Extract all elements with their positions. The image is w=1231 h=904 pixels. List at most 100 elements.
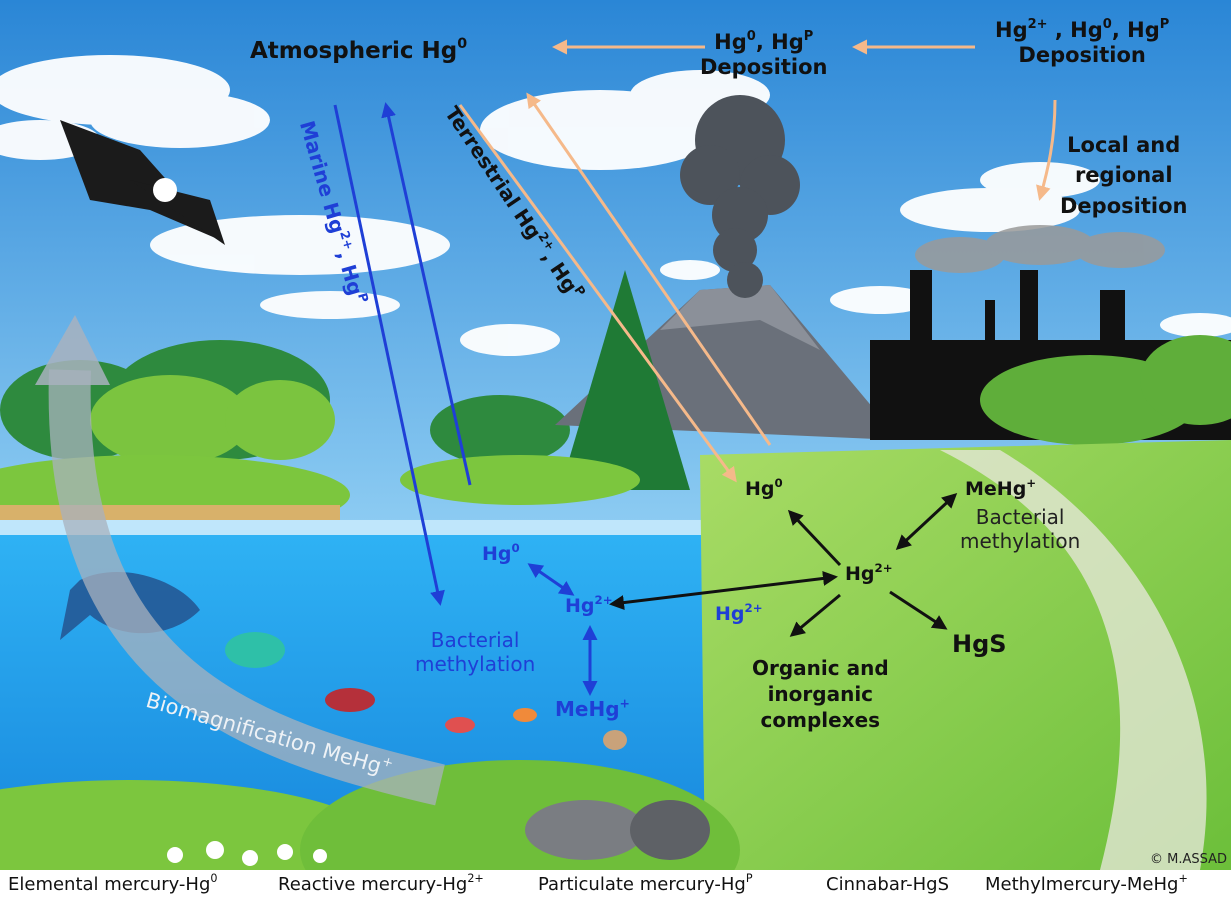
superscript: 0 [1102, 16, 1112, 32]
superscript: + [1026, 475, 1037, 490]
land-mehg: MeHg+ [965, 475, 1037, 501]
complexes-label: Organic and inorganic complexes [752, 655, 889, 733]
superscript: 0 [774, 475, 783, 490]
text: Bacterial [975, 505, 1065, 529]
text: methylation [960, 529, 1081, 553]
text: Atmospheric Hg [250, 38, 458, 64]
text: regional [1074, 163, 1173, 188]
text-line: Atmospheric Hg0 [250, 36, 468, 66]
land-methylation: Bacterial methylation [960, 505, 1080, 553]
legend-item: Elemental mercury-Hg0 [8, 872, 218, 895]
text: © M.ASSAD [1150, 852, 1228, 867]
text-line: MeHg+ [965, 475, 1037, 501]
text: Bacterial [430, 628, 520, 652]
text: MeHg [555, 697, 620, 721]
copyright: © M.ASSAD [1150, 852, 1227, 868]
text-line: Hg2+ [845, 560, 893, 586]
deposition-label: Hg0, HgP Deposition [700, 30, 827, 80]
legend-item: Reactive mercury-Hg2+ [278, 872, 484, 895]
hgs-label: HgS [952, 630, 1007, 659]
text: Organic and [752, 656, 889, 680]
water-mehg: MeHg+ [555, 697, 630, 721]
text: Hg [565, 595, 595, 617]
text: Hg [745, 478, 775, 500]
text-line: Hg0, HgP [700, 30, 827, 55]
text: MeHg [965, 478, 1027, 500]
superscript: 0 [511, 540, 520, 555]
biomagnification-arrow [48, 369, 445, 806]
text: Elemental mercury-Hg [8, 874, 211, 895]
superscript: + [619, 695, 630, 711]
biomagnification-arrowhead [35, 315, 110, 385]
text: , Hg [1047, 18, 1103, 42]
text-line: Cinnabar-HgS [826, 874, 949, 895]
text: Hg [482, 543, 512, 565]
text-line: Hg2+ [565, 592, 613, 618]
land-hg0: Hg0 [745, 475, 783, 501]
legend-item: Cinnabar-HgS [826, 874, 949, 895]
text-line: Deposition [995, 43, 1169, 68]
text-line: Local and [1060, 130, 1187, 160]
text-line: Bacterial [415, 628, 535, 652]
water-hg0: Hg0 [482, 540, 520, 566]
text-line: Methylmercury-MeHg+ [985, 872, 1188, 895]
text-line: Elemental mercury-Hg0 [8, 872, 218, 895]
legend-item: Particulate mercury-HgP [538, 872, 753, 895]
text-line: Deposition [1060, 191, 1187, 221]
text: , Hg [1111, 18, 1160, 42]
superscript: 2+ [1027, 16, 1048, 32]
text: Local and [1067, 133, 1181, 157]
arrows [333, 39, 1057, 696]
text-line: inorganic [752, 681, 889, 707]
text-line: Bacterial [960, 505, 1080, 529]
legend-item: Methylmercury-MeHg+ [985, 872, 1188, 895]
text-line: Hg2+ , Hg0, HgP [995, 18, 1169, 43]
text: Cinnabar-HgS [826, 874, 950, 895]
water-methylation: Bacterial methylation [415, 628, 535, 676]
text-line: Organic and [752, 655, 889, 681]
text-line: Hg2+ [715, 600, 763, 626]
text-line: complexes [752, 707, 889, 733]
text-line: Deposition [700, 55, 827, 80]
text: Particulate mercury-Hg [538, 874, 746, 895]
text-line: Reactive mercury-Hg2+ [278, 872, 484, 895]
superscript: P [745, 872, 753, 886]
text-line: methylation [415, 652, 535, 676]
text: Methylmercury-MeHg [985, 874, 1179, 895]
atmospheric-label: Atmospheric Hg0 [250, 36, 468, 66]
superscript: P [1159, 16, 1170, 32]
boundary-hg2: Hg2+ [715, 600, 763, 626]
superscript: 2+ [467, 872, 484, 886]
superscript: 2+ [744, 600, 763, 615]
text: complexes [760, 708, 881, 732]
superscript: 2+ [874, 560, 893, 575]
text: Deposition [1018, 43, 1146, 68]
text: methylation [415, 652, 536, 676]
superscript: 0 [746, 28, 756, 44]
text: Reactive mercury-Hg [278, 874, 468, 895]
deposition-label: Hg2+ , Hg0, HgP Deposition [995, 18, 1169, 68]
text: , Hg [755, 30, 804, 54]
text-line: © M.ASSAD [1150, 852, 1227, 868]
superscript: 2+ [594, 592, 613, 607]
text-line: MeHg+ [555, 697, 630, 721]
local-deposition-label: Local and regional Deposition [1060, 130, 1187, 221]
text: HgS [952, 630, 1007, 658]
text: Deposition [700, 55, 828, 80]
water-hg2: Hg2+ [565, 592, 613, 618]
superscript: + [1178, 872, 1188, 886]
text-line: Hg0 [482, 540, 520, 566]
text: Hg [715, 603, 745, 625]
text-line: methylation [960, 529, 1080, 553]
text: inorganic [767, 682, 874, 706]
text-line: Particulate mercury-HgP [538, 872, 753, 895]
superscript: 0 [457, 36, 468, 53]
text-line: regional [1060, 160, 1187, 190]
superscript: 0 [210, 872, 218, 886]
text: Deposition [1060, 193, 1188, 218]
text-line: Hg0 [745, 475, 783, 501]
land-hg2: Hg2+ [845, 560, 893, 586]
